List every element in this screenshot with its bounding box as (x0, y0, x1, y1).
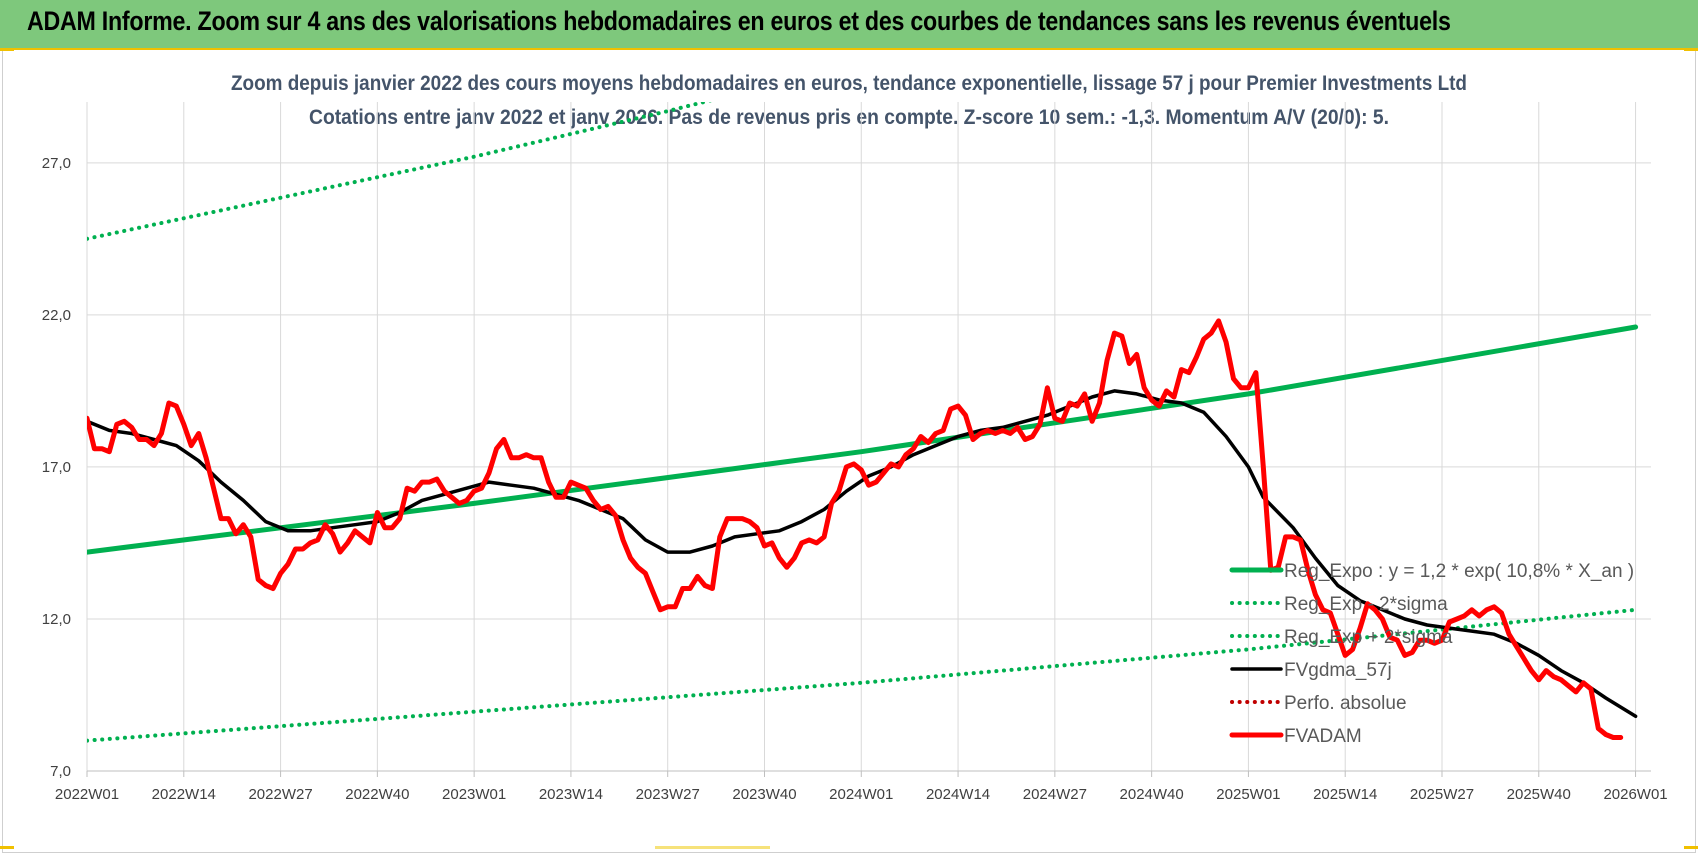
x-tick-label: 2022W27 (248, 786, 312, 803)
legend-label: Reg_Expo : y = 1,2 * exp( 10,8% * X_an ) (1284, 561, 1634, 582)
series-line-5 (87, 318, 1624, 740)
y-tick-label: 7,0 (50, 763, 71, 780)
y-tick-label: 27,0 (42, 155, 71, 172)
x-tick-label: 2023W14 (539, 786, 603, 803)
legend-label: Perfo. absolue (1284, 693, 1407, 714)
series-group (87, 102, 1639, 743)
corner-mark-left (0, 48, 14, 51)
corner-mark-bottom-left (0, 846, 14, 849)
legend-label: Reg_Exp + 2*sigma (1284, 627, 1453, 648)
y-tick-label: 12,0 (42, 611, 71, 628)
x-tick-label: 2025W14 (1313, 786, 1377, 803)
chart-subtitle: Cotations entre janv 2022 et janv 2026. … (309, 106, 1389, 129)
report-title: ADAM Informe. Zoom sur 4 ans des valoris… (27, 6, 1451, 36)
x-tick-label: 2026W01 (1603, 786, 1667, 803)
corner-mark-right (1684, 48, 1698, 51)
x-tick-label: 2025W27 (1410, 786, 1474, 803)
report-header: ADAM Informe. Zoom sur 4 ans des valoris… (0, 0, 1698, 50)
legend-label: FVADAM (1284, 726, 1362, 747)
legend-label: Reg_Exp - 2*sigma (1284, 594, 1448, 615)
x-tick-label: 2022W14 (152, 786, 216, 803)
legend-label: FVgdma_57j (1284, 660, 1392, 681)
chart-title: Zoom depuis janvier 2022 des cours moyen… (231, 72, 1467, 95)
x-tick-label: 2023W01 (442, 786, 506, 803)
x-tick-label: 2023W27 (636, 786, 700, 803)
chart-frame (2, 48, 1696, 853)
grid (86, 102, 1651, 772)
x-tick-label: 2024W14 (926, 786, 990, 803)
series-line-0 (87, 324, 1639, 555)
legend: Reg_Expo : y = 1,2 * exp( 10,8% * X_an )… (1229, 561, 1634, 747)
corner-mark-bottom-right (1684, 846, 1698, 849)
series-line-1 (87, 607, 1638, 743)
x-tick-label: 2024W27 (1023, 786, 1087, 803)
x-tick-label: 2024W01 (829, 786, 893, 803)
x-tick-label: 2025W01 (1216, 786, 1280, 803)
x-tick-label: 2022W40 (345, 786, 409, 803)
x-tick-label: 2025W40 (1507, 786, 1571, 803)
y-tick-label: 17,0 (42, 459, 71, 476)
x-tick-label: 2024W40 (1120, 786, 1184, 803)
scroll-mark (655, 846, 770, 849)
y-tick-label: 22,0 (42, 307, 71, 324)
x-tick-label: 2023W40 (732, 786, 796, 803)
axes: 7,0 12,0 17,0 22,0 27,0 2022W01 2022W14 2022W27… (42, 155, 1668, 803)
x-tick-label: 2022W01 (55, 786, 119, 803)
